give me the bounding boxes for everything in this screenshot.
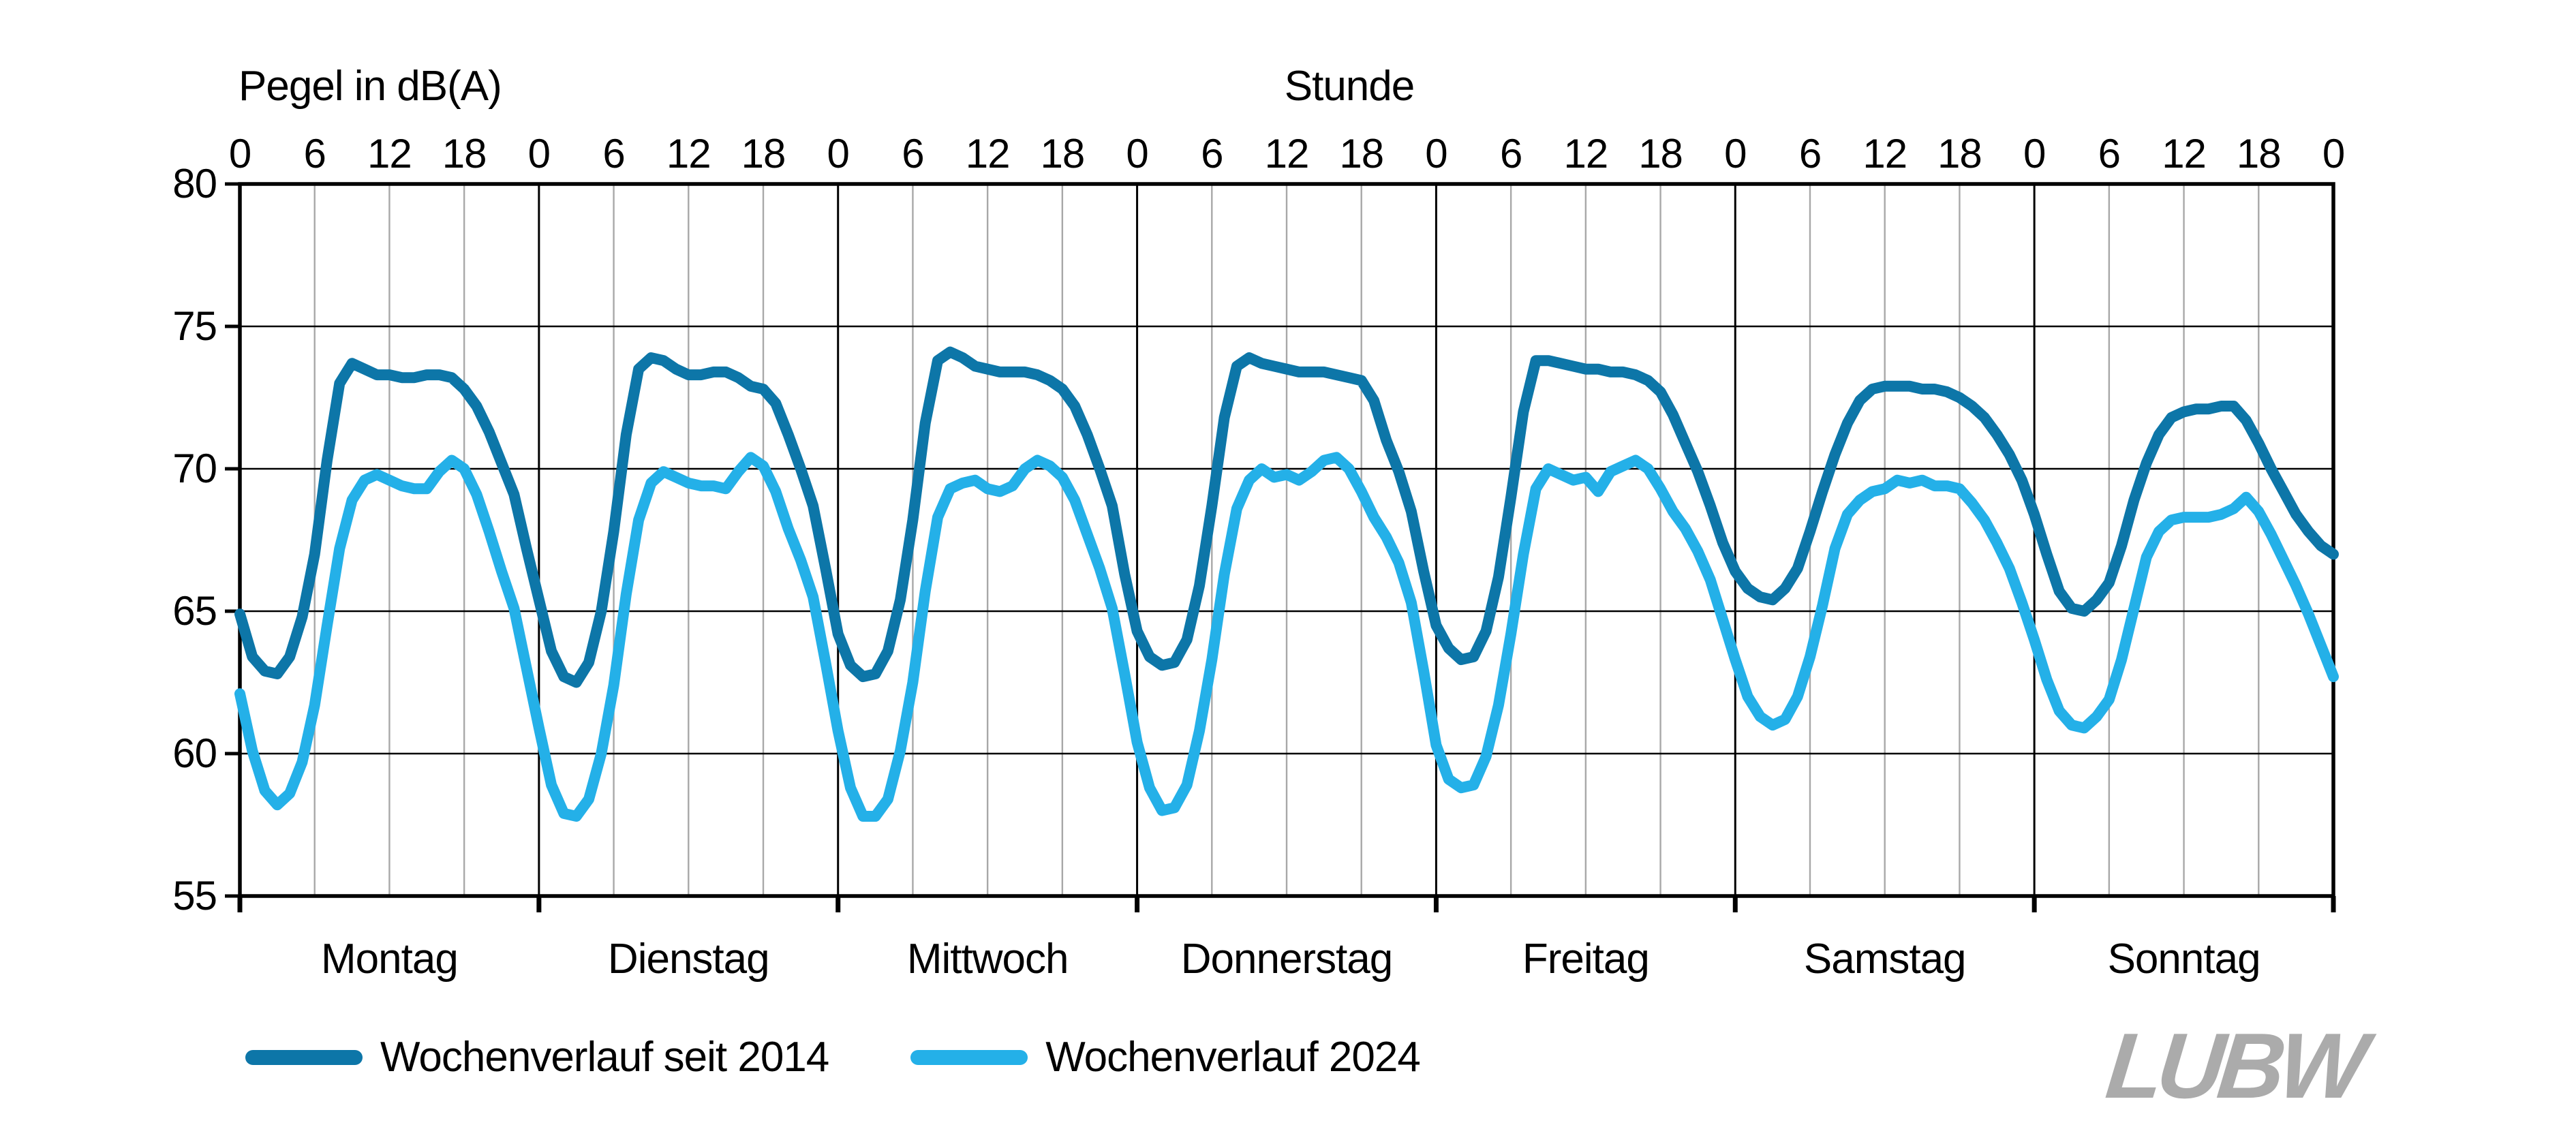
hour-tick-label: 12 [965, 131, 1011, 176]
day-label-montag: Montag [321, 936, 459, 983]
hour-tick-label: 6 [1798, 131, 1822, 176]
hour-tick-label: 6 [2098, 131, 2121, 176]
hour-tick-label: 0 [1724, 131, 1747, 176]
day-label-dienstag: Dienstag [607, 936, 770, 983]
legend-line-swatch-2024 [910, 1050, 1028, 1065]
hour-tick-label: 12 [1264, 131, 1310, 176]
legend: Wochenverlauf seit 2014 Wochenverlauf 20… [245, 1033, 1502, 1082]
hour-tick-label: 12 [1563, 131, 1608, 176]
hour-tick-label: 0 [228, 131, 251, 176]
hour-tick-label: 18 [1937, 131, 1982, 176]
x-axis-ticks [237, 896, 2336, 912]
horizontal-gridlines [240, 325, 2333, 755]
day-label-sonntag: Sonntag [2107, 936, 2261, 983]
legend-label-2024: Wochenverlauf 2024 [1045, 1034, 1421, 1081]
y-axis-ticks [225, 182, 240, 898]
day-label-mittwoch: Mittwoch [906, 936, 1069, 983]
legend-item-2024: Wochenverlauf 2024 [910, 1034, 1421, 1081]
y-axis-title: Pegel in dB(A) [239, 63, 502, 110]
y-tick-label: 75 [172, 303, 217, 349]
legend-line-swatch-seit-2014 [245, 1050, 363, 1065]
legend-label-seit-2014: Wochenverlauf seit 2014 [380, 1034, 829, 1081]
series-line-seit-2014 [234, 346, 2339, 688]
y-tick-label: 60 [172, 730, 217, 776]
hour-tick-label: 18 [1638, 131, 1683, 176]
day-label-samstag: Samstag [1803, 936, 1967, 983]
hour-tick-label: 18 [741, 131, 786, 176]
hour-tick-label: 18 [2236, 131, 2282, 176]
lubw-logo: LUBW [2102, 1014, 2366, 1117]
legend-item-seit-2014: Wochenverlauf seit 2014 [245, 1035, 829, 1080]
hour-tick-label: 12 [666, 131, 711, 176]
hour-tick-label: 0 [2322, 131, 2345, 176]
hour-tick-label: 0 [2023, 131, 2046, 176]
hour-tick-label: 6 [902, 131, 924, 176]
hour-tick-label: 12 [1862, 131, 1907, 176]
hour-tick-label: 12 [367, 131, 412, 176]
hour-tick-label: 6 [602, 131, 625, 176]
hour-tick-label: 6 [1499, 131, 1522, 176]
y-tick-label: 65 [172, 588, 217, 634]
hour-tick-label: 18 [1040, 131, 1085, 176]
vertical-minor-gridlines [313, 184, 2260, 896]
day-label-donnerstag: Donnerstag [1180, 936, 1394, 983]
day-boundary-gridlines [538, 184, 2036, 896]
hour-tick-label: 18 [442, 131, 487, 176]
hour-tick-label: 0 [1425, 131, 1447, 176]
hour-tick-label: 0 [1126, 131, 1148, 176]
plot-frame [238, 182, 2335, 898]
x-axis-title: Stunde [1284, 63, 1415, 110]
day-label-freitag: Freitag [1522, 936, 1650, 983]
y-tick-label: 70 [172, 446, 217, 491]
hour-tick-label: 0 [827, 131, 850, 176]
hour-tick-label: 0 [527, 131, 551, 176]
hour-tick-label: 6 [1201, 131, 1223, 176]
hour-tick-label: 6 [303, 131, 326, 176]
hour-tick-label: 18 [1339, 131, 1384, 176]
y-tick-label: 80 [172, 161, 217, 206]
hour-tick-label: 12 [2162, 131, 2207, 176]
series-line-2024 [234, 452, 2339, 822]
y-tick-label: 55 [172, 873, 217, 918]
